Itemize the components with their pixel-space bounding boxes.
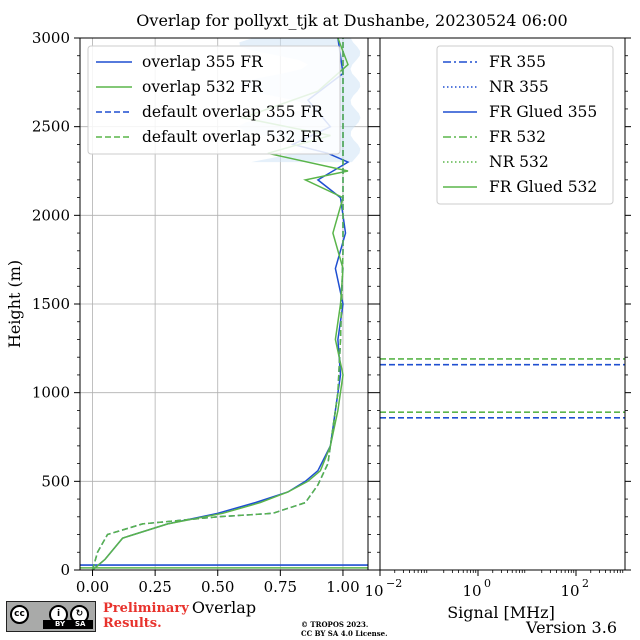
signal-legend-label: NR 532 xyxy=(489,153,549,171)
signal-xlabel: Signal [MHz] xyxy=(447,603,555,622)
overlap-ylabel: Height (m) xyxy=(5,260,24,348)
signal-xtick-exponent: 2 xyxy=(582,577,589,590)
overlap-legend: overlap 355 FR overlap 532 FR default over… xyxy=(87,45,341,155)
results-label: Results. xyxy=(103,616,162,631)
overlap-legend-label: overlap 532 FR xyxy=(142,78,264,96)
overlap-ytick-label: 1000 xyxy=(32,384,70,402)
signal-xtick-label: 10 xyxy=(560,582,579,600)
signal-legend-box xyxy=(436,45,614,205)
signal-lines-group xyxy=(380,358,625,419)
overlap-ytick-label: 2500 xyxy=(32,118,70,136)
preliminary-label: Preliminary xyxy=(103,601,189,616)
overlap-xlabel: Overlap xyxy=(192,598,256,617)
overlap-ytick-label: 0 xyxy=(60,561,70,579)
version-label: Version 3.6 xyxy=(526,618,617,637)
overlap-xtick-label: 0.00 xyxy=(76,578,109,596)
overlap-ytick-label: 2000 xyxy=(32,206,70,224)
tropos-line-1: © TROPOS 2023. xyxy=(301,620,369,629)
overlap-xtick-label: 1.00 xyxy=(326,578,359,596)
cc-icon: cc xyxy=(10,605,29,624)
preliminary-results-note: Preliminary Results. xyxy=(103,601,189,631)
overlap-ticks: 0.00 0.25 0.50 0.75 1.00 0 500 1000 1500 2000 2500… xyxy=(32,29,374,596)
signal-legend: FR 355 NR 355 FR Glued 355 FR 532 NR 532 FR G… xyxy=(436,45,614,205)
signal-legend-label: FR 532 xyxy=(489,128,546,146)
signal-xtick-label: 10 xyxy=(462,582,481,600)
badge-by-label: BY xyxy=(55,620,66,628)
overlap-xtick-label: 0.25 xyxy=(138,578,171,596)
overlap-legend-label: overlap 355 FR xyxy=(142,53,264,71)
signal-legend-label: FR 355 xyxy=(489,53,546,71)
signal-xtick-exponent: −2 xyxy=(386,577,402,590)
signal-legend-label: NR 355 xyxy=(489,78,549,96)
overlap-legend-box xyxy=(87,45,341,155)
signal-xtick-exponent: 0 xyxy=(484,577,491,590)
overlap-panel: 0.00 0.25 0.50 0.75 1.00 0 500 1000 1500 2000 2500… xyxy=(5,29,374,617)
badge-sa-label: SA xyxy=(75,620,86,628)
signal-ticks: 10 −2 10 0 10 2 xyxy=(364,37,631,600)
overlap-legend-label: default overlap 532 FR xyxy=(142,128,324,146)
signal-legend-label: FR Glued 355 xyxy=(489,103,597,121)
cc-license-badge: cc i ↻ BY SA xyxy=(6,601,96,632)
tropos-line-2: CC BY SA 4.0 License. xyxy=(301,629,388,638)
overlap-xtick-label: 0.75 xyxy=(264,578,297,596)
cc-badge-bar xyxy=(43,620,93,629)
overlap-ytick-label: 3000 xyxy=(32,29,70,47)
overlap-series-default-overlap-532-fr xyxy=(91,38,344,571)
overlap-xtick-label: 0.50 xyxy=(201,578,234,596)
signal-legend-label: FR Glued 532 xyxy=(489,178,597,196)
chart-title: Overlap for pollyxt_tjk at Dushanbe, 202… xyxy=(136,11,567,30)
signal-xtick-label: 10 xyxy=(364,582,383,600)
overlap-ytick-label: 500 xyxy=(41,472,70,490)
overlap-legend-label: default overlap 355 FR xyxy=(142,103,324,121)
tropos-copyright: © TROPOS 2023. CC BY SA 4.0 License. xyxy=(301,620,388,638)
overlap-ytick-label: 1500 xyxy=(32,295,70,313)
